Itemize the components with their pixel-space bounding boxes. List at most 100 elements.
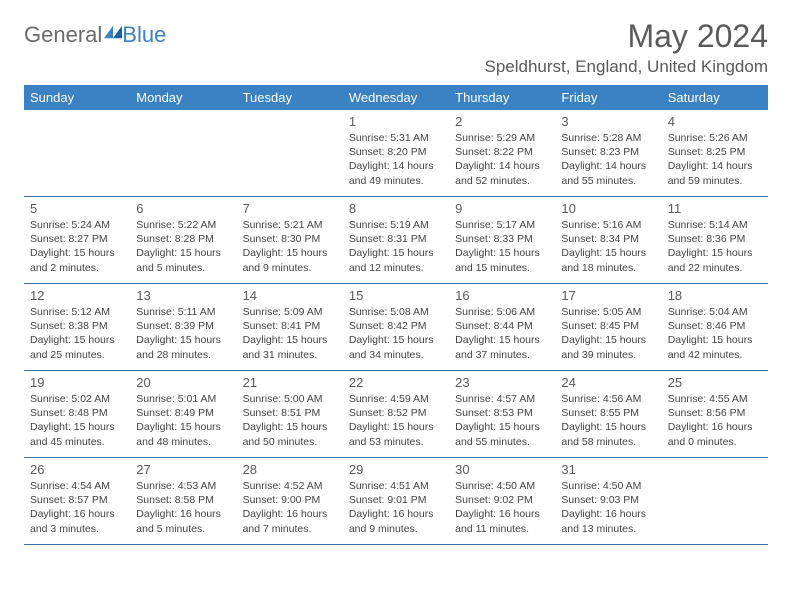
day-info: Sunrise: 4:59 AMSunset: 8:52 PMDaylight:… [349, 392, 443, 449]
day-number: 14 [243, 288, 337, 303]
day-info: Sunrise: 4:50 AMSunset: 9:03 PMDaylight:… [561, 479, 655, 536]
day-number: 11 [668, 201, 762, 216]
daylight: Daylight: 16 hours and 13 minutes. [561, 507, 655, 535]
day-cell: 5Sunrise: 5:24 AMSunset: 8:27 PMDaylight… [24, 197, 130, 283]
day-number: 15 [349, 288, 443, 303]
daylight: Daylight: 15 hours and 50 minutes. [243, 420, 337, 448]
day-cell: 26 Sunrise: 4:54 AMSunset: 8:57 PMDayligh… [24, 458, 130, 544]
day-info: Sunrise: 4:54 AMSunset: 8:57 PMDaylight:… [30, 479, 124, 536]
sunset: Sunset: 9:02 PM [455, 493, 549, 507]
sunset: Sunset: 8:56 PM [668, 406, 762, 420]
day-number: 26 [30, 462, 124, 477]
daylight: Daylight: 15 hours and 31 minutes. [243, 333, 337, 361]
sunrise: Sunrise: 5:12 AM [30, 305, 124, 319]
day-number: 8 [349, 201, 443, 216]
day-number: 22 [349, 375, 443, 390]
sunrise: Sunrise: 4:50 AM [561, 479, 655, 493]
sunrise: Sunrise: 5:05 AM [561, 305, 655, 319]
day-cell: 3Sunrise: 5:28 AMSunset: 8:23 PMDaylight… [555, 110, 661, 196]
day-cell: 19Sunrise: 5:02 AMSunset: 8:48 PMDayligh… [24, 371, 130, 457]
sunrise: Sunrise: 4:52 AM [243, 479, 337, 493]
sunrise: Sunrise: 5:21 AM [243, 218, 337, 232]
day-cell [24, 110, 130, 196]
daylight: Daylight: 15 hours and 15 minutes. [455, 246, 549, 274]
day-header-saturday: Saturday [662, 85, 768, 110]
sunset: Sunset: 8:51 PM [243, 406, 337, 420]
sunrise: Sunrise: 4:50 AM [455, 479, 549, 493]
daylight: Daylight: 15 hours and 53 minutes. [349, 420, 443, 448]
sunset: Sunset: 8:52 PM [349, 406, 443, 420]
sunrise: Sunrise: 5:08 AM [349, 305, 443, 319]
daylight: Daylight: 15 hours and 2 minutes. [30, 246, 124, 274]
sunset: Sunset: 8:55 PM [561, 406, 655, 420]
sunset: Sunset: 8:42 PM [349, 319, 443, 333]
day-info: Sunrise: 4:50 AMSunset: 9:02 PMDaylight:… [455, 479, 549, 536]
day-info: Sunrise: 5:01 AMSunset: 8:49 PMDaylight:… [136, 392, 230, 449]
sunrise: Sunrise: 5:29 AM [455, 131, 549, 145]
sunrise: Sunrise: 5:09 AM [243, 305, 337, 319]
daylight: Daylight: 15 hours and 22 minutes. [668, 246, 762, 274]
day-number: 4 [668, 114, 762, 129]
day-cell: 25Sunrise: 4:55 AMSunset: 8:56 PMDayligh… [662, 371, 768, 457]
sunset: Sunset: 8:41 PM [243, 319, 337, 333]
daylight: Daylight: 14 hours and 49 minutes. [349, 159, 443, 187]
day-cell: 18Sunrise: 5:04 AMSunset: 8:46 PMDayligh… [662, 284, 768, 370]
day-cell: 10Sunrise: 5:16 AMSunset: 8:34 PMDayligh… [555, 197, 661, 283]
sunset: Sunset: 8:33 PM [455, 232, 549, 246]
day-info: Sunrise: 5:00 AMSunset: 8:51 PMDaylight:… [243, 392, 337, 449]
day-number: 7 [243, 201, 337, 216]
sunrise: Sunrise: 5:00 AM [243, 392, 337, 406]
sunset: Sunset: 8:39 PM [136, 319, 230, 333]
daylight: Daylight: 16 hours and 5 minutes. [136, 507, 230, 535]
day-info: Sunrise: 5:29 AMSunset: 8:22 PMDaylight:… [455, 131, 549, 188]
week-row: 19Sunrise: 5:02 AMSunset: 8:48 PMDayligh… [24, 371, 768, 458]
sunset: Sunset: 8:48 PM [30, 406, 124, 420]
day-number: 28 [243, 462, 337, 477]
logo-text-1: General [24, 22, 102, 48]
sunset: Sunset: 8:49 PM [136, 406, 230, 420]
logo-text-2: Blue [122, 22, 166, 48]
sunset: Sunset: 8:20 PM [349, 145, 443, 159]
day-number: 9 [455, 201, 549, 216]
day-cell: 6Sunrise: 5:22 AMSunset: 8:28 PMDaylight… [130, 197, 236, 283]
location: Speldhurst, England, United Kingdom [484, 57, 768, 77]
sunset: Sunset: 8:30 PM [243, 232, 337, 246]
day-info: Sunrise: 4:53 AMSunset: 8:58 PMDaylight:… [136, 479, 230, 536]
daylight: Daylight: 15 hours and 58 minutes. [561, 420, 655, 448]
day-cell: 30Sunrise: 4:50 AMSunset: 9:02 PMDayligh… [449, 458, 555, 544]
sunset: Sunset: 8:46 PM [668, 319, 762, 333]
day-number: 16 [455, 288, 549, 303]
daylight: Daylight: 15 hours and 28 minutes. [136, 333, 230, 361]
day-cell: 15 Sunrise: 5:08 AMSunset: 8:42 PMDayligh… [343, 284, 449, 370]
day-header-row: SundayMondayTuesdayWednesdayThursdayFrid… [24, 85, 768, 110]
day-number: 18 [668, 288, 762, 303]
day-info: Sunrise: 4:56 AMSunset: 8:55 PMDaylight:… [561, 392, 655, 449]
day-cell: 9 Sunrise: 5:17 AMSunset: 8:33 PMDaylight… [449, 197, 555, 283]
week-row: 1Sunrise: 5:31 AMSunset: 8:20 PMDaylight… [24, 110, 768, 197]
logo-mark-icon [104, 25, 122, 39]
sunset: Sunset: 8:28 PM [136, 232, 230, 246]
day-header-monday: Monday [130, 85, 236, 110]
day-info: Sunrise: 5:19 AMSunset: 8:31 PMDaylight:… [349, 218, 443, 275]
day-cell: 22 Sunrise: 4:59 AMSunset: 8:52 PMDayligh… [343, 371, 449, 457]
daylight: Daylight: 15 hours and 48 minutes. [136, 420, 230, 448]
day-cell: 14 Sunrise: 5:09 AMSunset: 8:41 PMDayligh… [237, 284, 343, 370]
sunrise: Sunrise: 5:17 AM [455, 218, 549, 232]
sunrise: Sunrise: 5:14 AM [668, 218, 762, 232]
month-title: May 2024 [484, 18, 768, 55]
daylight: Daylight: 15 hours and 45 minutes. [30, 420, 124, 448]
daylight: Daylight: 14 hours and 55 minutes. [561, 159, 655, 187]
title-block: May 2024 Speldhurst, England, United Kin… [484, 18, 768, 77]
daylight: Daylight: 15 hours and 9 minutes. [243, 246, 337, 274]
daylight: Daylight: 15 hours and 34 minutes. [349, 333, 443, 361]
day-number: 21 [243, 375, 337, 390]
day-cell: 8 Sunrise: 5:19 AMSunset: 8:31 PMDaylight… [343, 197, 449, 283]
sunrise: Sunrise: 5:26 AM [668, 131, 762, 145]
sunset: Sunset: 8:36 PM [668, 232, 762, 246]
sunrise: Sunrise: 4:53 AM [136, 479, 230, 493]
day-cell: 23Sunrise: 4:57 AMSunset: 8:53 PMDayligh… [449, 371, 555, 457]
day-cell: 12Sunrise: 5:12 AMSunset: 8:38 PMDayligh… [24, 284, 130, 370]
day-number: 24 [561, 375, 655, 390]
day-header-tuesday: Tuesday [237, 85, 343, 110]
day-info: Sunrise: 5:06 AMSunset: 8:44 PMDaylight:… [455, 305, 549, 362]
